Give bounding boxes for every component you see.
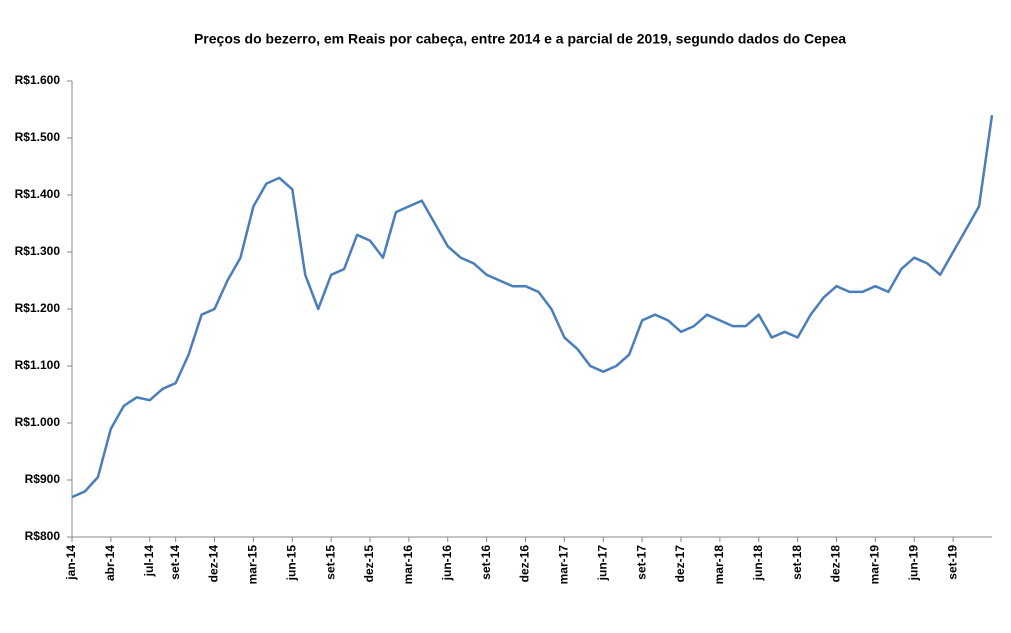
line-series [71,115,994,499]
x-tick-label: set-14 [168,545,182,580]
y-tick-label: R$1.400 [15,187,61,201]
y-tick-label: R$1.100 [15,358,61,372]
x-tick-label: mar-18 [712,545,726,585]
x-tick-label: mar-15 [246,545,260,585]
x-tick-label: jun-18 [751,545,765,582]
y-tick-label: R$1.500 [15,130,61,144]
x-tick-label: dez-17 [673,545,687,583]
y-tick-label: R$1.600 [15,73,61,87]
y-tick-label: R$1.300 [15,244,61,258]
x-tick-label: dez-18 [829,545,843,583]
x-tick-label: mar-17 [557,545,571,585]
x-tick-label: set-19 [945,545,959,580]
x-tick-label: mar-19 [868,545,882,585]
x-tick-label: set-17 [634,545,648,580]
x-tick-label: abr-14 [103,545,117,581]
y-tick-label: R$1.200 [15,301,61,315]
x-tick-label: set-16 [479,545,493,580]
x-tick-label: set-15 [323,545,337,580]
x-tick-label: jun-15 [284,545,298,582]
y-tick-label: R$1.000 [15,415,61,429]
x-tick-label: jun-17 [595,545,609,582]
x-tick-label: set-18 [790,545,804,580]
x-tick-label: jul-14 [142,545,156,578]
x-tick-label: dez-15 [362,545,376,583]
x-tick-label: jun-16 [440,545,454,582]
y-tick-label: R$800 [25,529,61,543]
x-tick-label: mar-16 [401,545,415,585]
x-tick-label: dez-14 [207,545,221,583]
x-tick-label: jun-19 [906,545,920,582]
x-tick-label: jan-14 [64,545,78,581]
x-tick-label: dez-16 [518,545,532,583]
chart-title: Preços do bezerro, em Reais por cabeça, … [194,31,846,47]
y-tick-label: R$900 [25,472,61,486]
